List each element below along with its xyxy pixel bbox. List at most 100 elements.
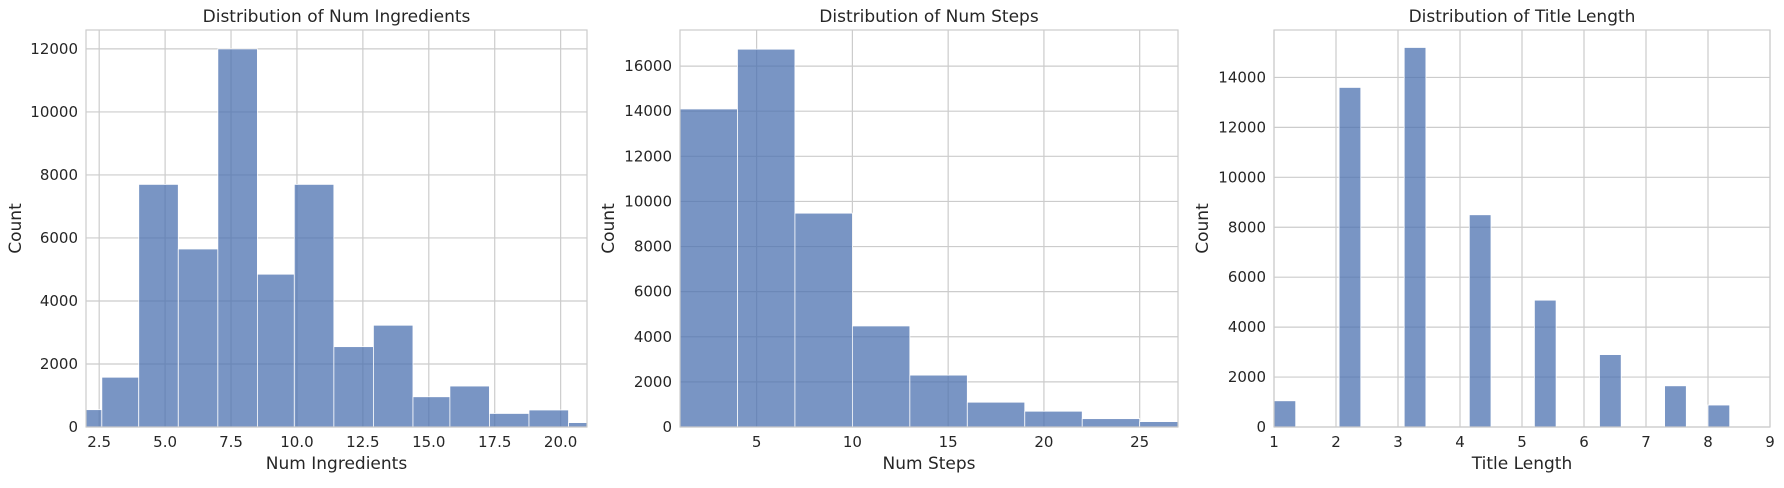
histogram-bar (217, 48, 258, 427)
x-tick-label: 25 (1130, 433, 1149, 451)
x-tick-label: 2.5 (87, 433, 111, 451)
y-tick-label: 2000 (1228, 368, 1266, 386)
histogram-bar (1338, 87, 1362, 427)
histogram-bar (794, 212, 853, 427)
histogram-bar (909, 374, 968, 427)
y-tick-label: 10000 (30, 103, 78, 121)
x-tick-label: 17.5 (478, 433, 511, 451)
x-tick-label: 5 (1517, 433, 1527, 451)
plot-frame (679, 29, 1179, 428)
histogram-bar (966, 401, 1026, 427)
y-axis-label: Count (6, 203, 26, 254)
y-tick-labels: 0 2000 4000 6000 8000 10000 12000 14000 (1218, 68, 1266, 436)
y-tick-label: 10000 (1218, 168, 1266, 186)
histogram-bar (851, 325, 911, 427)
histogram-bar (373, 324, 414, 427)
x-tick-label: 8 (1703, 433, 1713, 451)
x-axis-label: Title Length (1471, 454, 1572, 474)
histogram-bar (138, 183, 179, 427)
histogram-bar (177, 248, 219, 427)
histogram-bar (1468, 214, 1492, 427)
chart-panel-num-steps: 5 10 15 20 25 0 2000 4000 6000 8000 10000 12000 140… (599, 7, 1179, 474)
y-tick-label: 6000 (40, 229, 78, 247)
x-tick-label: 15.0 (412, 433, 445, 451)
x-tick-label: 7 (1641, 433, 1651, 451)
histogram-bar (333, 346, 374, 427)
histogram-bar (568, 422, 587, 427)
x-axis-label: Num Ingredients (266, 454, 408, 474)
x-tick-label: 6 (1579, 433, 1589, 451)
y-tick-label: 6000 (1228, 268, 1266, 286)
y-tick-label: 8000 (1228, 218, 1266, 236)
y-tick-label: 14000 (1218, 68, 1266, 86)
y-tick-label: 2000 (40, 355, 78, 373)
chart-panel-num-ingredients: 2.5 5.0 7.5 10.0 12.5 15.0 17.5 20.0 0 2000 4000 6… (6, 7, 588, 474)
x-tick-labels: 1 2 3 4 5 6 7 8 9 (1269, 433, 1775, 451)
y-tick-label: 12000 (624, 147, 672, 165)
y-tick-label: 4000 (634, 328, 672, 346)
histogram-bar (1534, 299, 1557, 427)
x-tick-label: 20.0 (544, 433, 577, 451)
x-tick-label: 10.0 (280, 433, 313, 451)
histogram-bars (680, 48, 1178, 427)
plot-frame (85, 29, 588, 428)
histogram-bar (256, 273, 295, 427)
x-tick-label: 9 (1765, 433, 1775, 451)
histogram-bar (528, 409, 569, 427)
histogram-bar (1274, 400, 1297, 427)
y-axis-label: Count (599, 203, 619, 254)
y-tick-label: 2000 (634, 373, 672, 391)
x-tick-label: 1 (1269, 433, 1279, 451)
histogram-bar (1024, 410, 1083, 427)
histogram-bar (1599, 354, 1622, 427)
histogram-bar (1707, 404, 1731, 427)
x-axis-label: Num Steps (882, 454, 975, 474)
y-tick-label: 4000 (40, 292, 78, 310)
y-tick-label: 4000 (1228, 318, 1266, 336)
y-tick-label: 12000 (1218, 118, 1266, 136)
y-tick-labels: 0 2000 4000 6000 8000 10000 12000 14000 16000 (624, 57, 672, 436)
histogram-bars (1274, 47, 1731, 427)
histogram-bar (1081, 418, 1141, 427)
y-tick-label: 6000 (634, 283, 672, 301)
x-tick-label: 20 (1034, 433, 1053, 451)
x-tick-label: 7.5 (219, 433, 243, 451)
y-axis-label: Count (1193, 203, 1213, 254)
chart-title: Distribution of Num Steps (819, 7, 1039, 27)
x-tick-label: 4 (1455, 433, 1465, 451)
x-tick-label: 5.0 (153, 433, 177, 451)
histogram-bar (1139, 421, 1178, 427)
x-tick-labels: 5 10 15 20 25 (752, 433, 1149, 451)
y-tick-label: 0 (662, 418, 672, 436)
x-tick-labels: 2.5 5.0 7.5 10.0 12.5 15.0 17.5 20.0 (87, 433, 577, 451)
y-tick-label: 10000 (624, 192, 672, 210)
x-tick-label: 2 (1331, 433, 1341, 451)
x-tick-label: 12.5 (346, 433, 379, 451)
y-tick-label: 0 (1256, 418, 1266, 436)
chart-panel-title-length: 1 2 3 4 5 6 7 8 9 0 2000 4000 6000 8000 10000 12000 140… (1193, 7, 1775, 474)
chart-title: Distribution of Num Ingredients (203, 7, 471, 27)
x-tick-label: 10 (843, 433, 862, 451)
histogram-bar (489, 413, 530, 427)
histogram-bar (101, 376, 140, 427)
plot-frame (1273, 29, 1771, 428)
histogram-bar (1403, 47, 1427, 427)
histogram-bar (1664, 385, 1687, 427)
y-tick-label: 12000 (30, 40, 78, 58)
y-tick-labels: 0 2000 4000 6000 8000 10000 12000 (30, 40, 78, 436)
histogram-bar (293, 183, 335, 427)
chart-title: Distribution of Title Length (1409, 7, 1636, 27)
histogram-bar (737, 48, 796, 427)
x-tick-label: 15 (939, 433, 958, 451)
y-tick-label: 16000 (624, 57, 672, 75)
y-tick-label: 0 (68, 418, 78, 436)
y-tick-label: 14000 (624, 102, 672, 120)
x-tick-label: 5 (752, 433, 762, 451)
x-tick-label: 3 (1393, 433, 1403, 451)
y-tick-label: 8000 (634, 238, 672, 256)
histogram-bar (412, 396, 451, 427)
histogram-bar (449, 385, 490, 427)
y-tick-label: 8000 (40, 166, 78, 184)
